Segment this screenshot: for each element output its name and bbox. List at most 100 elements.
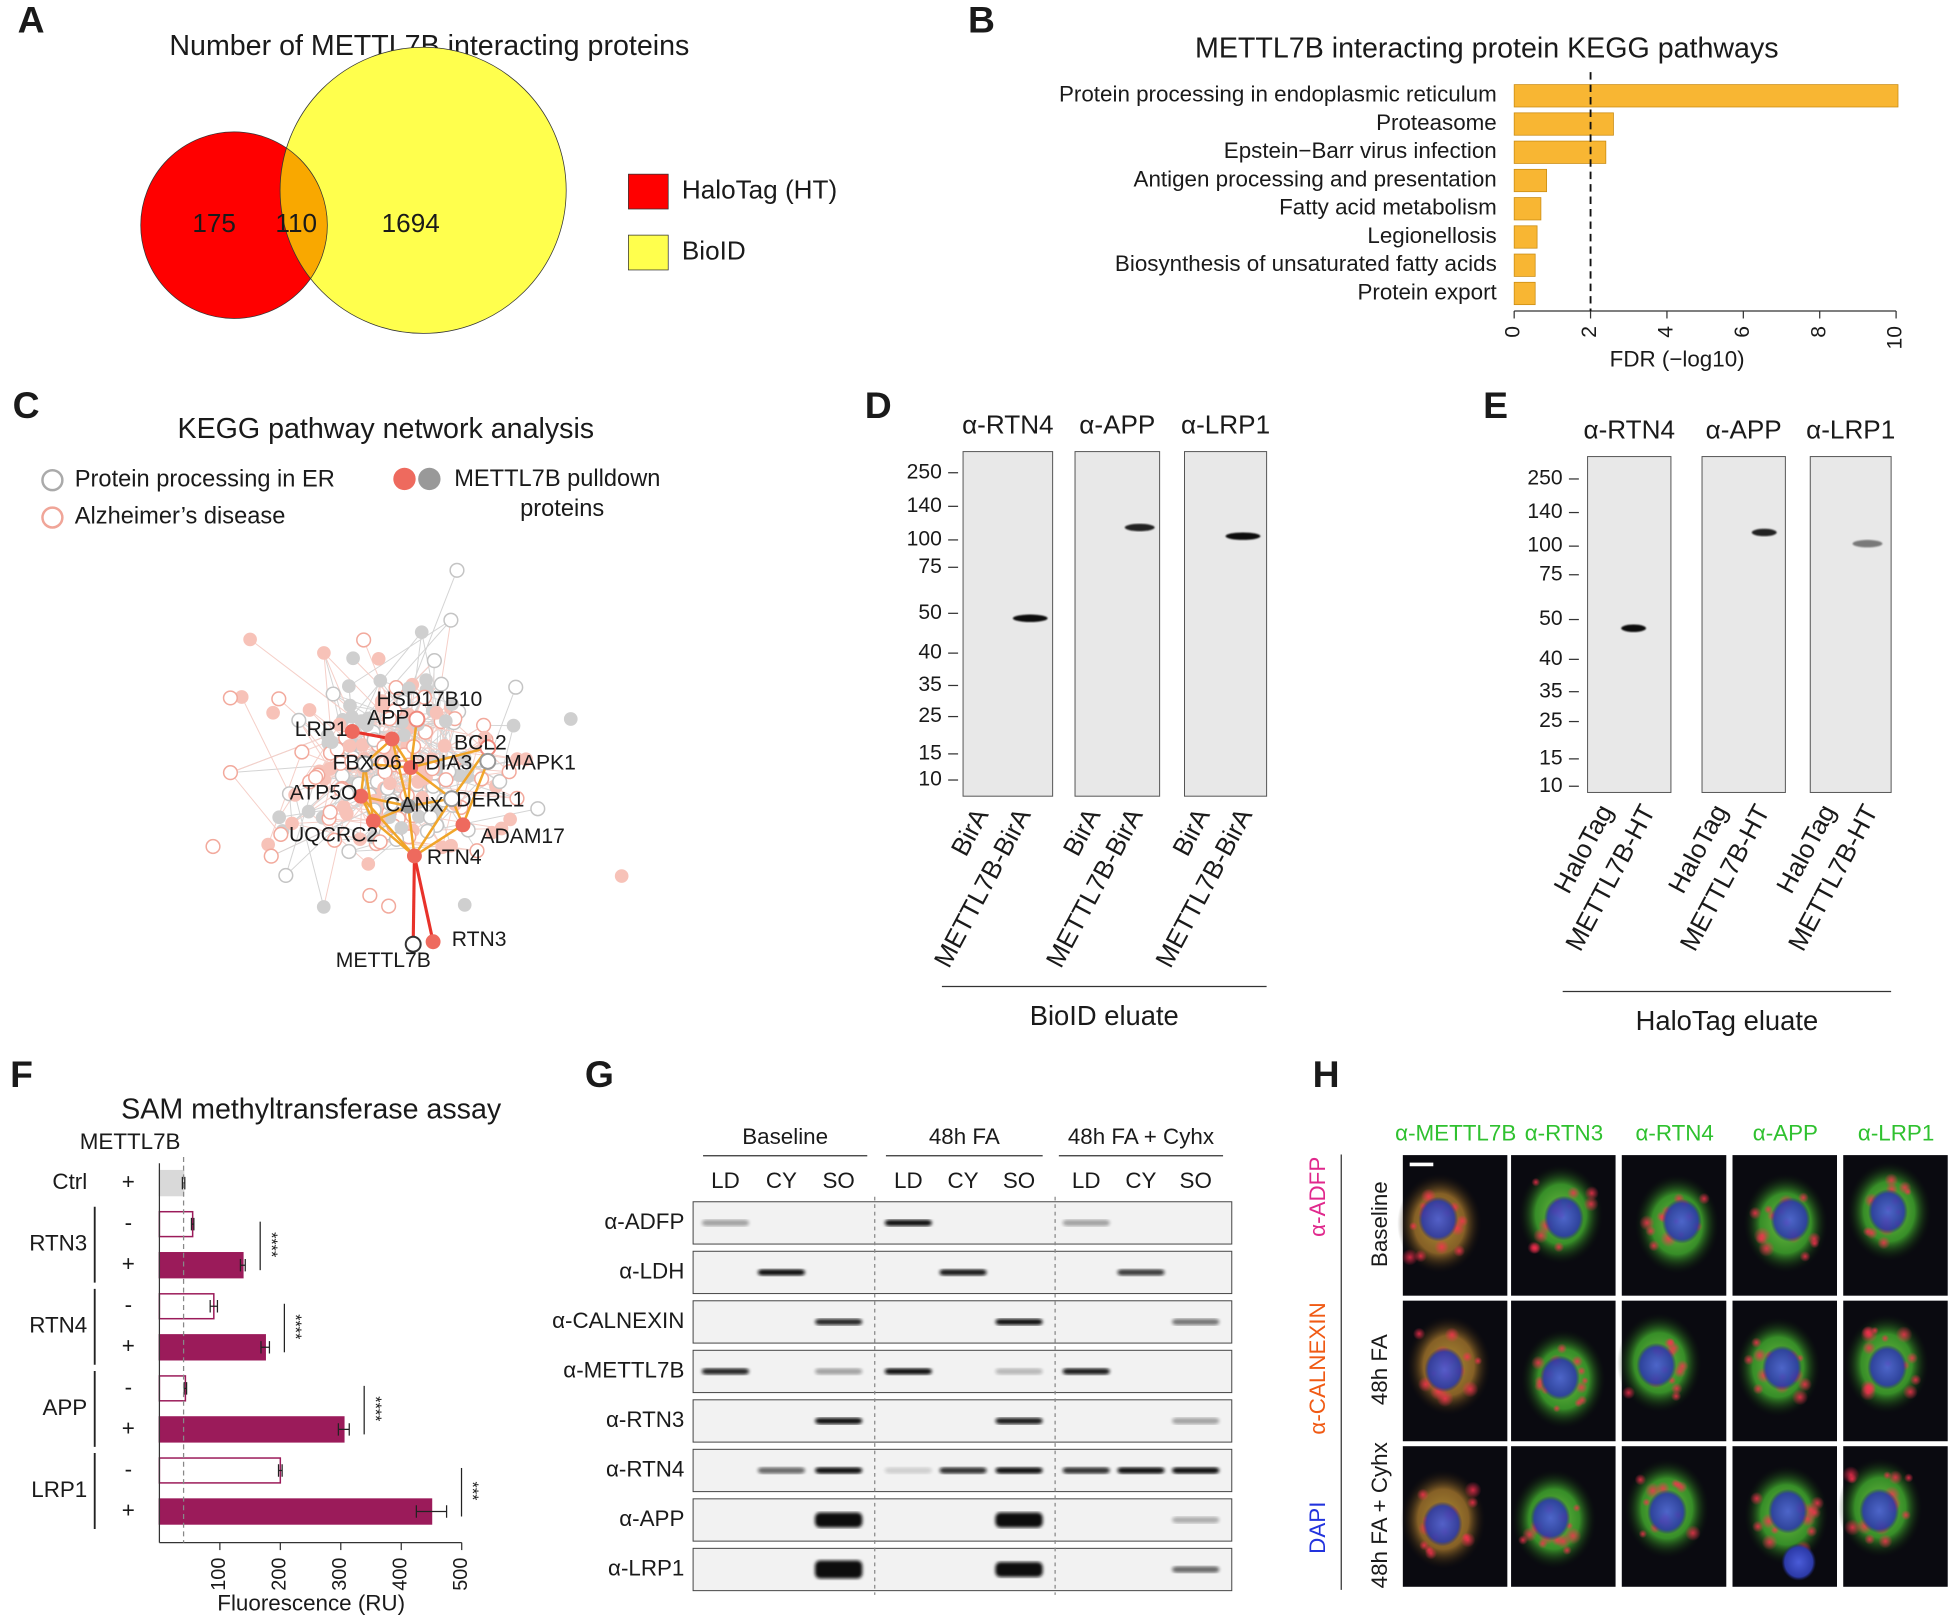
blot-band <box>1172 1566 1220 1573</box>
panel-letter: F <box>10 1053 33 1095</box>
x-tick-label: 0 <box>1502 326 1525 338</box>
micrograph <box>1509 1153 1617 1297</box>
network-edge <box>432 660 435 711</box>
node-label: CANX <box>385 794 444 817</box>
ladder-label: 25 <box>918 704 942 727</box>
micrograph <box>1837 1444 1949 1589</box>
ladder-label: 75 <box>918 555 942 578</box>
network-node <box>263 848 279 864</box>
blot-band <box>1172 1417 1220 1425</box>
network-node <box>355 738 370 752</box>
network-node <box>342 739 357 753</box>
legend-swatch <box>628 173 669 210</box>
ladder-label: 10 <box>918 768 942 791</box>
blot-band <box>995 1562 1043 1577</box>
network-edge <box>348 619 452 687</box>
network-node <box>384 731 400 747</box>
group-label: RTN3 <box>29 1231 87 1256</box>
cell-speckle <box>1645 1225 1657 1237</box>
micrograph <box>1400 1444 1509 1589</box>
cell-speckle <box>1751 1337 1762 1348</box>
network-edge <box>249 639 353 718</box>
cell-speckle <box>1791 1389 1809 1406</box>
network-node <box>323 761 338 776</box>
blot-band <box>1012 614 1048 623</box>
network-node <box>382 711 398 727</box>
network-node <box>353 832 367 847</box>
blot-band <box>815 1560 863 1579</box>
bar <box>158 1252 244 1279</box>
group-label: Ctrl <box>52 1169 87 1194</box>
panel-letter: G <box>585 1053 614 1095</box>
cell-speckle <box>1752 1348 1767 1363</box>
network-node <box>445 697 459 711</box>
antibody-label: α-LRP1 <box>1806 415 1895 445</box>
network-node <box>494 821 509 836</box>
category-label: Epstein−Barr virus infection <box>1224 138 1497 163</box>
legend-swatch <box>628 234 669 271</box>
panel-letter: B <box>968 0 995 40</box>
network-node <box>381 898 397 914</box>
sign-label: + <box>122 1415 135 1440</box>
blot-band <box>995 1512 1043 1528</box>
blot-strip <box>692 1300 1233 1344</box>
blot-strip <box>692 1399 1233 1443</box>
cell-speckle <box>1444 1327 1460 1343</box>
network-node <box>501 764 517 780</box>
sign-label: - <box>125 1456 132 1481</box>
network-node <box>510 752 525 766</box>
ladder-label: 40 <box>1539 647 1563 670</box>
node-label: LRP1 <box>295 718 348 741</box>
legend-marker <box>393 467 416 491</box>
cell-speckle <box>1807 1505 1822 1520</box>
antibody-label: α-RTN4 <box>962 410 1054 440</box>
network-node <box>272 810 287 825</box>
antibody-label: α-METTL7B <box>563 1357 684 1382</box>
cell-speckle <box>1553 1241 1565 1253</box>
cell-speckle <box>1880 1334 1890 1343</box>
fraction-label: CY <box>766 1168 797 1193</box>
network-node <box>222 765 239 781</box>
micrograph <box>1401 1299 1509 1443</box>
category-label: Proteasome <box>1376 110 1497 135</box>
cell-speckle <box>1859 1384 1877 1401</box>
network-node <box>285 816 299 831</box>
network-node <box>316 900 331 914</box>
network-node <box>291 712 307 728</box>
network-node <box>342 679 356 693</box>
nucleus <box>1762 1345 1802 1391</box>
blot-membrane <box>1074 451 1161 797</box>
network-node <box>449 562 465 578</box>
network-edge <box>427 808 538 832</box>
cell-speckle <box>1622 1386 1636 1400</box>
network-node <box>476 717 492 733</box>
fraction-label: SO <box>822 1168 854 1193</box>
legend-marker <box>418 467 441 491</box>
sign-label: - <box>125 1210 132 1235</box>
nucleus <box>1781 1543 1817 1581</box>
cell-speckle <box>1864 1533 1876 1545</box>
cell-speckle <box>1752 1520 1764 1533</box>
network-node <box>371 651 386 666</box>
ladder-label: 100 <box>1527 534 1562 557</box>
blot-band <box>757 1269 806 1276</box>
network-node <box>404 935 422 953</box>
node-label: ADAM17 <box>480 825 565 848</box>
chart-title: KEGG pathway network analysis <box>178 413 595 445</box>
network-node <box>394 715 409 730</box>
network-node <box>394 821 409 835</box>
error-bar <box>190 1217 195 1231</box>
row-label: Baseline <box>1367 1181 1392 1267</box>
nucleus <box>1868 1189 1908 1234</box>
venn-outline <box>279 46 567 334</box>
network-node <box>344 724 360 739</box>
cell-speckle <box>1531 1177 1541 1187</box>
nucleus <box>1859 1488 1900 1534</box>
network-node <box>457 898 472 912</box>
blot-band <box>884 1467 932 1474</box>
network-node <box>336 800 351 814</box>
blot-band <box>1852 539 1883 548</box>
network-edge <box>360 795 416 857</box>
blot-band <box>701 1219 750 1227</box>
